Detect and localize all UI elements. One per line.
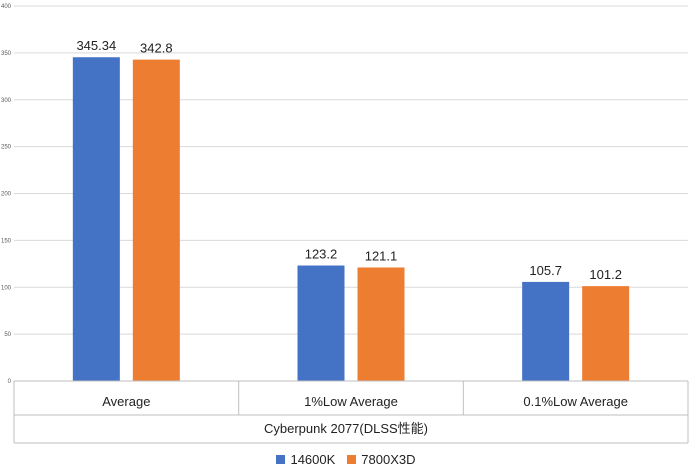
- bar: [357, 267, 405, 381]
- bar: [522, 281, 570, 381]
- bar: [132, 59, 180, 381]
- y-axis: 0 50 100 150 200 250 300 350 400: [1, 4, 12, 385]
- legend-entry: 14600K: [276, 452, 335, 467]
- x-tick-label: 0.1%Low Average: [523, 394, 628, 409]
- bar-value-label: 101.2: [589, 267, 622, 282]
- legend-label: 14600K: [290, 452, 336, 467]
- legend-swatch: [347, 455, 357, 464]
- legend-swatch: [276, 455, 286, 464]
- y-tick-label: 300: [1, 98, 12, 104]
- bars: [72, 57, 630, 382]
- y-tick-label: 200: [1, 192, 12, 198]
- bar: [72, 57, 120, 382]
- gridlines: [14, 5, 688, 335]
- y-tick-label: 250: [1, 145, 12, 151]
- x-tick-label: 1%Low Average: [304, 394, 398, 409]
- y-tick-label: 100: [1, 285, 12, 291]
- bar-value-label: 105.7: [529, 263, 562, 278]
- bar-value-label: 121.1: [365, 248, 398, 263]
- bar-value-label: 345.34: [76, 38, 116, 53]
- bar-value-labels: 345.34 342.8 123.2 121.1 105.7 101.2: [76, 38, 621, 282]
- x-tick-label: Average: [102, 394, 150, 409]
- bar: [297, 265, 345, 381]
- y-tick-label: 400: [1, 4, 12, 10]
- y-tick-label: 350: [1, 51, 12, 57]
- bar: [582, 286, 630, 381]
- y-tick-label: 150: [1, 238, 12, 244]
- bar-value-label: 342.8: [140, 41, 173, 56]
- x-axis-title: Cyberpunk 2077(DLSS性能): [264, 421, 428, 436]
- y-tick-label: 0: [8, 379, 12, 385]
- x-axis: Average 1%Low Average 0.1%Low Average: [13, 380, 689, 444]
- legend-entry: 7800X3D: [347, 452, 416, 467]
- bar-value-label: 123.2: [305, 247, 338, 262]
- legend-label: 7800X3D: [361, 452, 416, 467]
- legend: 14600K 7800X3D: [0, 452, 692, 467]
- y-tick-label: 50: [4, 332, 11, 338]
